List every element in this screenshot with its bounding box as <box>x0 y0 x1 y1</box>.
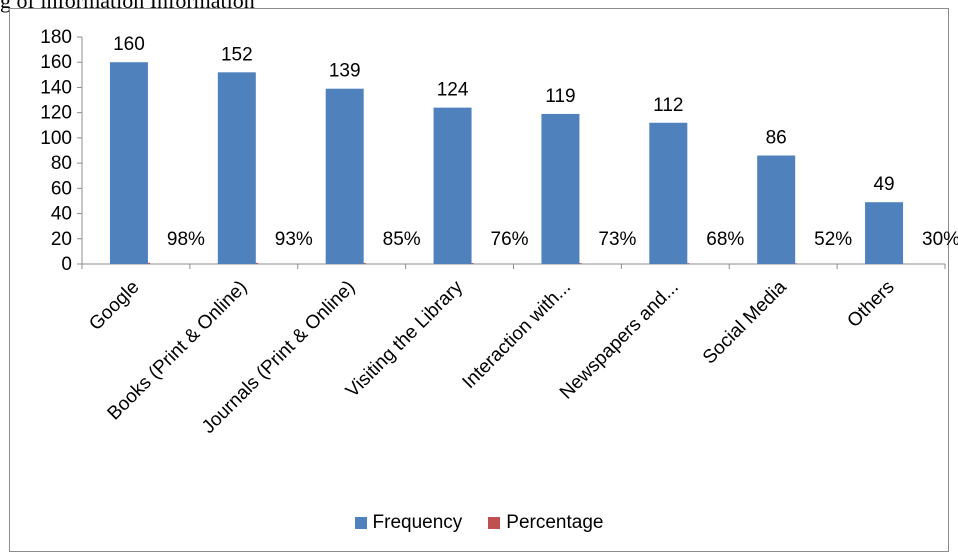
frequency-data-label: 49 <box>873 174 894 195</box>
percentage-data-label: 52% <box>814 229 852 250</box>
legend-swatch-frequency <box>354 517 367 529</box>
frequency-bar <box>217 72 256 264</box>
legend-item-frequency: Frequency <box>354 512 463 534</box>
y-tick-label: 120 <box>40 103 72 124</box>
percentage-bar <box>363 262 366 264</box>
frequency-bar <box>649 122 688 264</box>
frequency-bar <box>109 62 148 264</box>
y-tick-label: 100 <box>40 128 72 149</box>
x-category-label: Visiting the Library <box>342 276 467 401</box>
legend-label-percentage: Percentage <box>506 512 604 533</box>
percentage-data-label: 93% <box>275 229 313 250</box>
percentage-data-label: 68% <box>706 229 744 250</box>
percentage-data-label: 98% <box>167 229 205 250</box>
percentage-bar <box>795 263 798 264</box>
y-tick-label: 80 <box>51 153 72 174</box>
legend-label-frequency: Frequency <box>372 512 463 533</box>
percentage-bar <box>579 263 582 264</box>
frequency-data-label: 112 <box>653 95 683 116</box>
legend-swatch-percentage <box>488 517 501 529</box>
percentage-bar <box>147 262 150 264</box>
percentage-bar <box>687 263 690 264</box>
y-tick-label: 160 <box>40 52 72 73</box>
percentage-data-label: 85% <box>383 229 421 250</box>
percentage-data-label: 73% <box>598 229 636 250</box>
x-category-label: Google <box>85 277 143 335</box>
frequency-bar <box>757 155 796 264</box>
legend-item-percentage: Percentage <box>488 512 603 534</box>
y-tick-label: 40 <box>51 204 72 225</box>
x-category-label: Others <box>843 277 898 332</box>
chart-legend: Frequency Percentage <box>0 512 958 534</box>
percentage-data-label: 76% <box>491 229 529 250</box>
y-tick-label: 140 <box>40 77 72 98</box>
frequency-bar <box>325 88 364 264</box>
frequency-bar <box>865 202 904 264</box>
frequency-data-label: 124 <box>437 80 469 101</box>
y-tick-label: 60 <box>51 178 72 199</box>
x-category-label: Social Media <box>699 276 791 368</box>
frequency-data-label: 139 <box>329 61 361 82</box>
y-tick-label: 0 <box>61 254 72 275</box>
frequency-bar <box>433 107 472 264</box>
x-category-label: Interaction with... <box>459 277 575 393</box>
frequency-data-label: 152 <box>221 44 253 65</box>
percentage-data-label: 30% <box>922 229 958 250</box>
y-tick-label: 180 <box>40 27 72 48</box>
percentage-bar <box>471 263 474 264</box>
frequency-data-label: 160 <box>113 34 145 55</box>
y-tick-label: 20 <box>51 229 72 250</box>
chart-frame <box>9 8 949 552</box>
frequency-data-label: 119 <box>545 86 575 107</box>
frequency-bar <box>541 113 580 264</box>
frequency-data-label: 86 <box>766 128 787 149</box>
x-category-label: Newspapers and... <box>556 277 683 404</box>
percentage-bar <box>255 262 258 264</box>
